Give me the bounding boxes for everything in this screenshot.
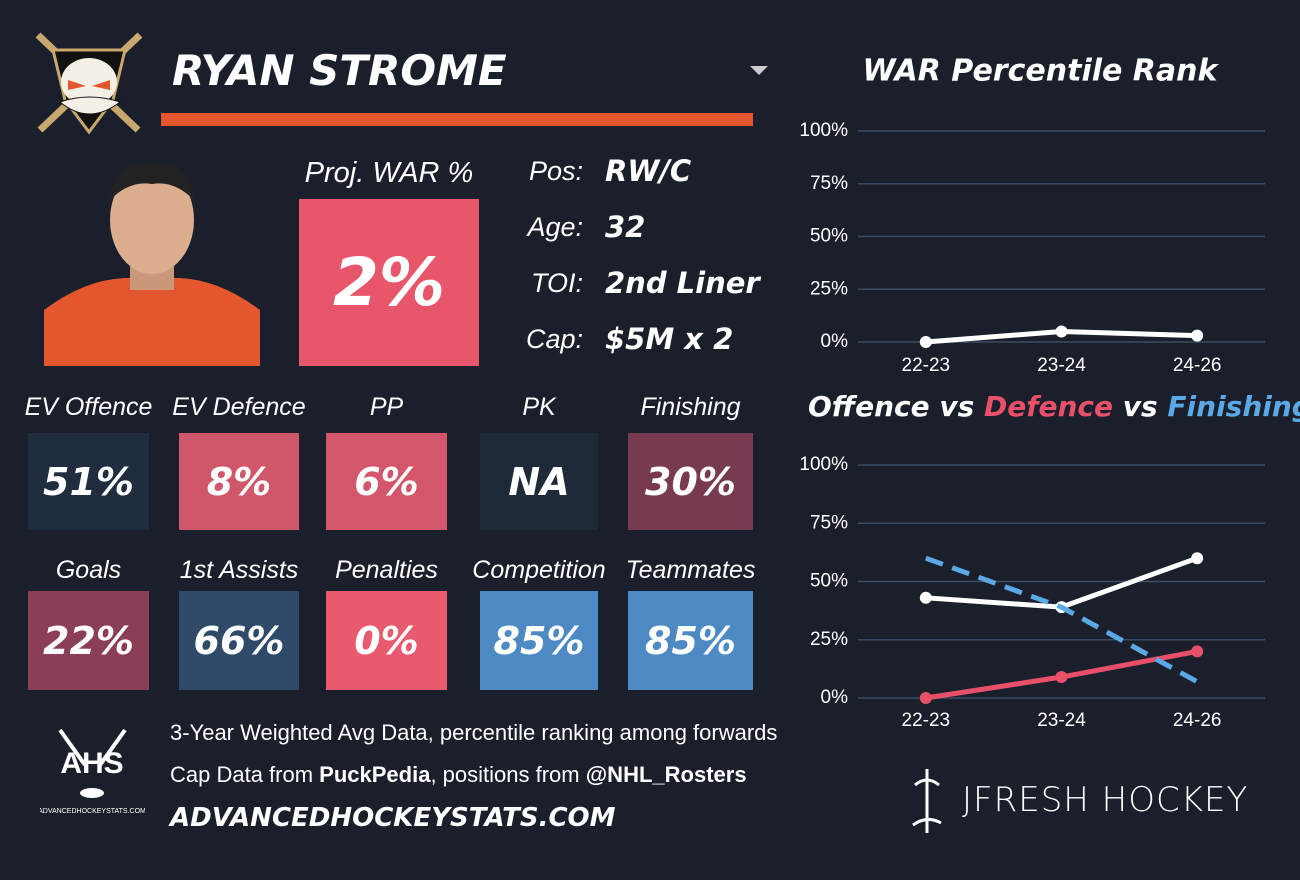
x-tick-label: 22-23 [902,355,951,376]
stat-label: Penalties [335,556,438,584]
player-name: RYAN STROME [172,46,507,95]
y-tick-label: 50% [810,226,848,247]
x-tick-label: 24-26 [1173,355,1222,376]
stat-label: EV Defence [172,393,306,421]
stat-label: PK [522,393,556,421]
projection-label: Proj. WAR % [304,157,474,189]
y-tick-label: 25% [810,629,848,650]
stat-tile: 30% [628,433,753,530]
credit-text: Cap Data from [170,762,320,787]
stat-label: 1st Assists [179,556,299,584]
stat-tile: 85% [480,591,598,690]
stat-tile: 0% [326,591,447,690]
chart-title: WAR Percentile Rank [863,54,1220,89]
info-value: $5M x 2 [605,322,734,356]
stat-label: Goals [55,556,122,584]
series-point [1191,552,1204,565]
credit-source: @NHL_Rosters [585,762,747,787]
stat-label: PP [369,393,404,421]
series-point [1191,329,1204,342]
stat-label: Teammates [625,556,756,584]
stat-tile: 51% [28,433,149,530]
y-tick-label: 75% [810,173,848,194]
ahs-caption: ADVANCEDHOCKEYSTATS.COM [40,808,145,815]
footer-credits: Cap Data from PuckPedia, positions from … [170,762,747,788]
series-point [919,336,932,348]
y-tick-label: 75% [810,512,848,533]
series-line [925,555,1199,610]
x-tick-label: 22-23 [902,710,951,731]
x-tick-label: 24-26 [1173,710,1222,731]
website: ADVANCEDHOCKEYSTATS.COM [170,803,616,833]
stat-label: Finishing [640,393,741,421]
series-point [919,591,932,604]
y-tick-label: 50% [810,571,848,592]
stat-label: EV Offence [24,393,153,421]
info-label: Pos: [528,156,583,186]
info-value: RW/C [605,154,692,188]
y-tick-label: 0% [821,331,849,352]
accent-bar [161,113,753,126]
brand-logo [912,769,942,833]
projection-value: 2% [299,199,479,366]
stat-tile: 6% [326,433,447,530]
legend-entry: Defence [984,390,1113,423]
ahs-logo-text: AHS [60,747,123,780]
info-value: 2nd Liner [605,266,760,300]
stat-tile: 8% [179,433,299,530]
stat-tile: NA [480,433,598,530]
y-tick-label: 100% [799,454,848,475]
info-label: Age: [527,212,583,242]
stat-tile: 85% [628,591,753,690]
player-photo [44,163,260,366]
credit-text: , positions from [430,762,586,787]
series-point [1191,645,1204,658]
series-point [1055,325,1068,338]
y-tick-label: 100% [799,120,848,141]
legend-entry: Finishing [1167,390,1300,423]
chart-title: Offence vs Defence vs Finishing [808,390,1300,423]
ahs-logo: AHS ADVANCEDHOCKEYSTATS.COM [40,728,145,815]
title-joiner: vs [1113,390,1167,423]
dropdown-arrow[interactable] [750,66,768,76]
brand: JFRESH HOCKEY [962,780,1249,820]
series-point [919,692,932,704]
info-label: TOI: [530,268,583,298]
series-point [1055,671,1068,684]
info-value: 32 [605,210,646,244]
legend-entry: Offence [808,390,930,423]
y-tick-label: 25% [810,278,848,299]
series-line [924,555,1199,684]
footer-note: 3-Year Weighted Avg Data, percentile ran… [170,720,778,745]
credit-source: PuckPedia [319,762,431,787]
stat-tile: 66% [179,591,299,690]
y-tick-label: 0% [821,687,849,708]
stat-label: Competition [472,556,606,584]
x-tick-label: 23-24 [1037,710,1086,731]
stat-tile: 22% [28,591,149,690]
info-label: Cap: [525,324,583,354]
x-tick-label: 23-24 [1037,355,1086,376]
title-joiner: vs [930,390,984,423]
team-logo [35,32,143,135]
